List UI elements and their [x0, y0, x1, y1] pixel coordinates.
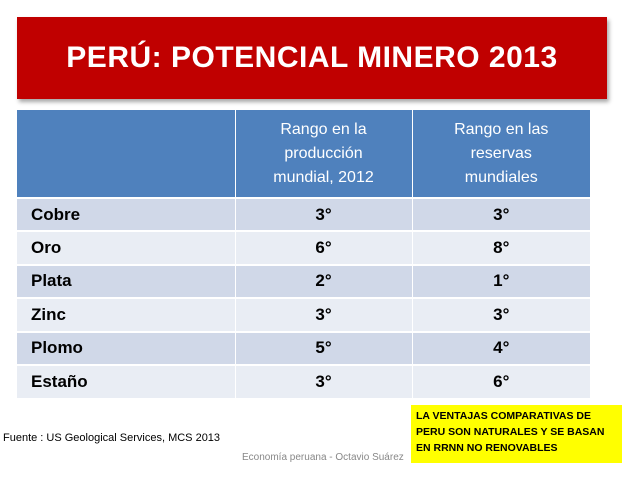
reserves-rank: 1° [412, 263, 590, 299]
source-note: Fuente : US Geological Services, MCS 201… [3, 432, 221, 444]
production-rank: 3° [235, 297, 413, 332]
footer-author: Economía peruana - Octavio Suárez [242, 452, 404, 463]
production-rank: 3° [235, 363, 413, 399]
reserves-rank: 3° [412, 196, 590, 232]
reserves-rank: 3° [412, 297, 590, 332]
table-row: Estaño 3° 6° [17, 363, 590, 399]
production-rank: 3° [235, 196, 413, 232]
production-rank: 2° [235, 263, 413, 299]
slide-title: PERÚ: POTENCIAL MINERO 2013 [66, 41, 558, 74]
callout-note: LA VENTAJAS COMPARATIVAS DE PERU SON NAT… [411, 405, 622, 463]
reserves-rank: 4° [412, 330, 590, 365]
mineral-name: Estaño [17, 363, 236, 399]
mineral-ranking-table: Rango en la producción mundial, 2012 Ran… [17, 110, 590, 399]
production-rank: 6° [235, 230, 413, 265]
header-reserves-label: Rango en las reservas mundiales [454, 120, 549, 186]
mineral-name: Oro [17, 230, 236, 265]
mineral-name: Plomo [17, 330, 236, 365]
header-mineral [17, 110, 236, 198]
header-reserves-rank: Rango en las reservas mundiales [412, 110, 590, 198]
mineral-name: Cobre [17, 196, 236, 232]
production-rank: 5° [235, 330, 413, 365]
table-header-row: Rango en la producción mundial, 2012 Ran… [17, 110, 590, 198]
table-row: Oro 6° 8° [17, 230, 590, 265]
reserves-rank: 6° [412, 363, 590, 399]
table-row: Plata 2° 1° [17, 263, 590, 299]
reserves-rank: 8° [412, 230, 590, 265]
title-banner: PERÚ: POTENCIAL MINERO 2013 [17, 17, 607, 99]
header-production-rank: Rango en la producción mundial, 2012 [235, 110, 413, 198]
header-production-label: Rango en la producción mundial, 2012 [273, 120, 374, 186]
mineral-name: Zinc [17, 297, 236, 332]
table-row: Zinc 3° 3° [17, 297, 590, 332]
mineral-name: Plata [17, 263, 236, 299]
table-row: Cobre 3° 3° [17, 196, 590, 232]
table-row: Plomo 5° 4° [17, 330, 590, 365]
